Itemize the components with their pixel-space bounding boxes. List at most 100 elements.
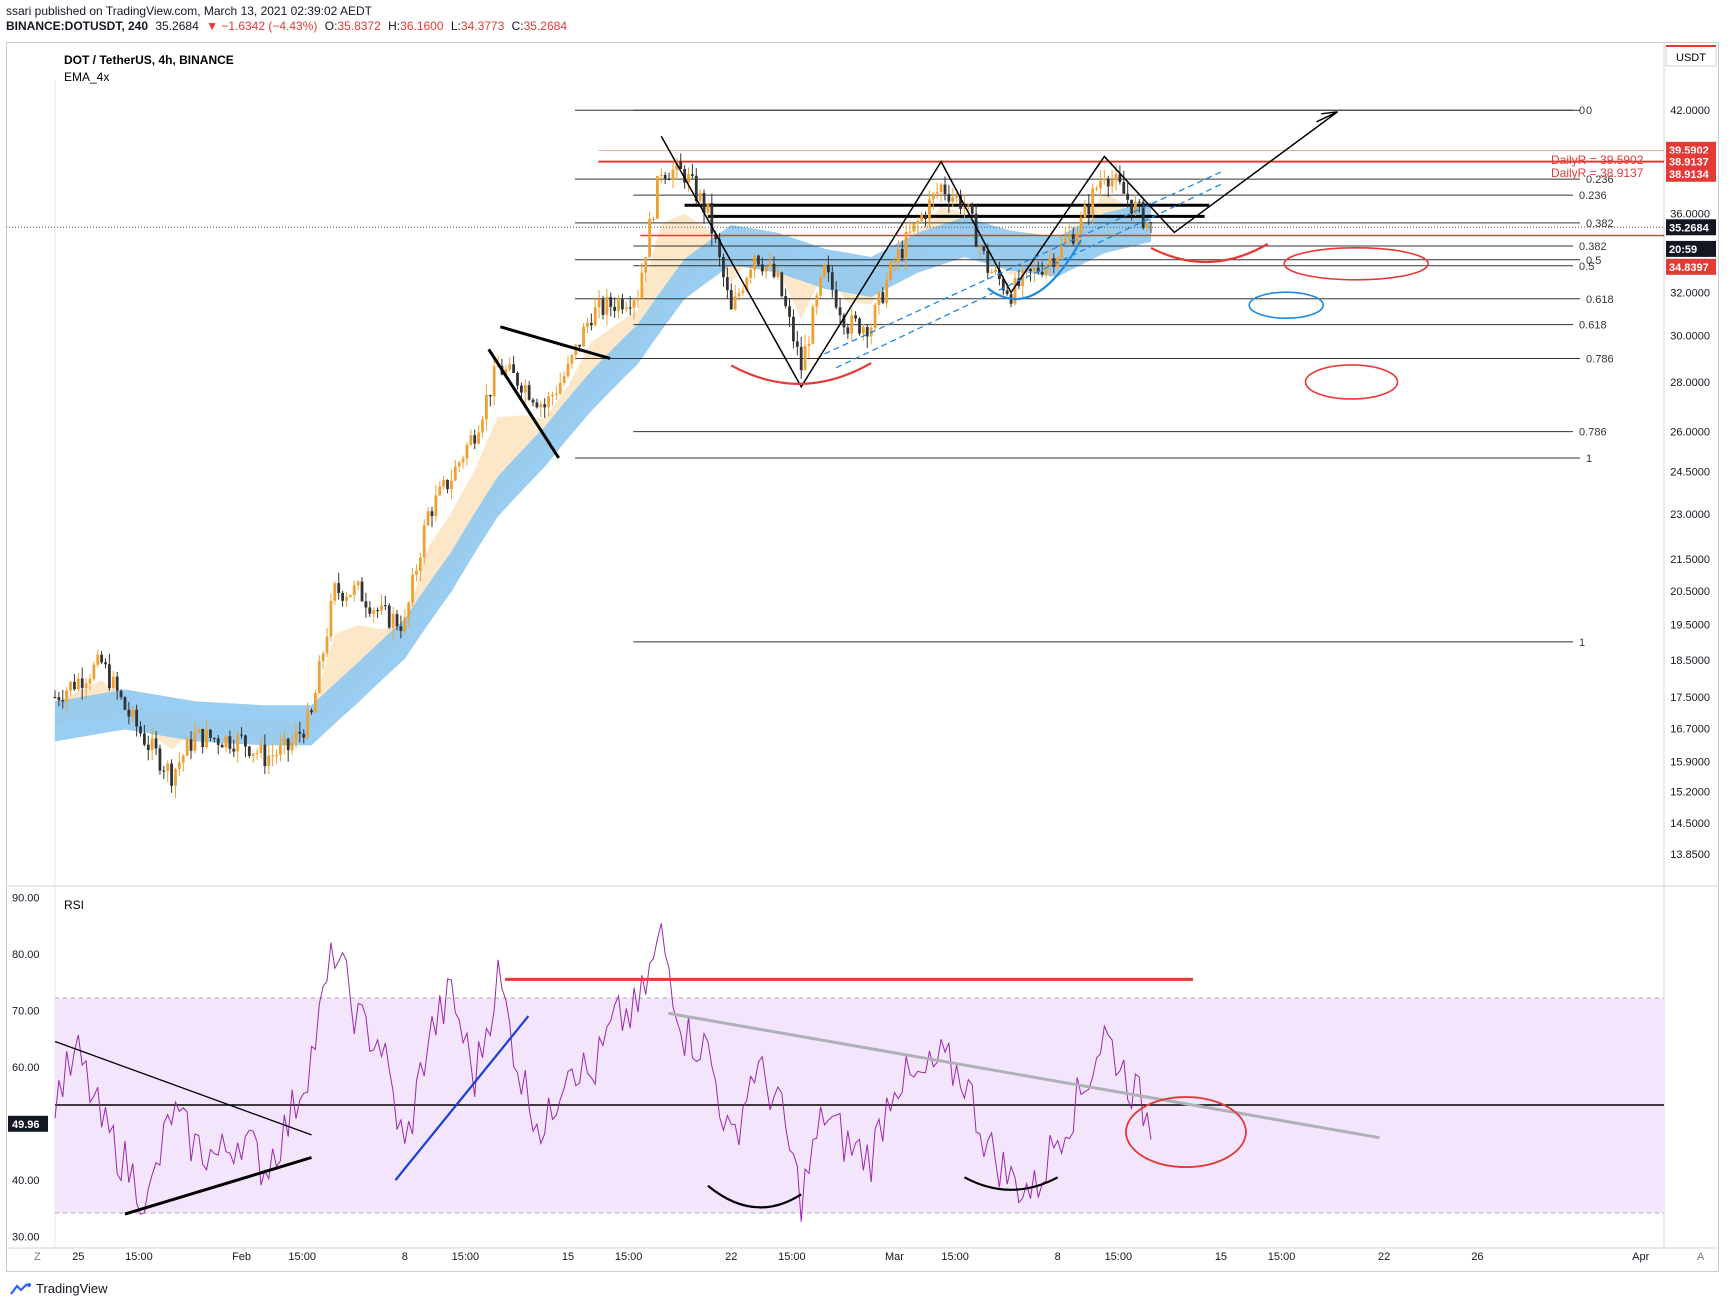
candle-body — [1091, 188, 1095, 215]
red-cup-arc-1 — [730, 362, 872, 385]
legend-title: DOT / TetherUS, 4h, BINANCE — [64, 53, 234, 67]
rsi-legend: RSI — [64, 898, 84, 912]
rsi-asc-trend — [124, 1156, 312, 1216]
high-label: H: — [388, 19, 401, 33]
candle-body — [807, 343, 811, 346]
candle-body — [1099, 180, 1102, 189]
candle-body — [850, 315, 854, 334]
candle-body — [554, 393, 558, 395]
symbol-line: BINANCE:DOTUSDT, 240 — [6, 19, 149, 33]
candle-body — [1110, 180, 1114, 187]
price-tick: 42.0000 — [1670, 105, 1710, 117]
candle-body — [1130, 199, 1133, 214]
candle-body — [772, 263, 776, 277]
candle-body — [1060, 243, 1063, 258]
candle-body — [76, 678, 80, 690]
candle-body — [687, 174, 690, 183]
candle-body — [978, 246, 982, 248]
candle-body — [438, 486, 442, 496]
time-tick: 15:00 — [1268, 1251, 1296, 1263]
candle-body — [834, 289, 838, 308]
fib-a-label-0: 0 — [1586, 105, 1592, 117]
rsi-tick: 80.00 — [12, 949, 40, 961]
candle-body — [209, 729, 212, 738]
channel-line-2 — [835, 183, 1222, 369]
candle-body — [158, 748, 162, 771]
candle-body — [1029, 268, 1032, 272]
rsi-layer — [54, 923, 1380, 1222]
candle-body — [442, 479, 446, 487]
candle-body — [240, 734, 243, 736]
price-tick: 28.0000 — [1670, 377, 1710, 389]
candle-body — [663, 175, 667, 179]
price-tick: 26.0000 — [1670, 427, 1710, 439]
candle-body — [1071, 234, 1075, 244]
time-tick: 15:00 — [778, 1251, 806, 1263]
time-tick: 15:00 — [615, 1251, 643, 1263]
candle-body — [73, 681, 76, 690]
candle-body — [935, 192, 939, 194]
candle-body — [201, 729, 205, 748]
candle-body — [1067, 234, 1071, 239]
time-tick: 8 — [1055, 1251, 1061, 1263]
candle-body — [399, 626, 403, 631]
candle-body — [411, 574, 414, 603]
footer-brand: TradingView — [36, 1281, 108, 1296]
candle-body — [578, 344, 582, 347]
candle-body — [1137, 201, 1141, 203]
candle-body — [457, 462, 461, 467]
candle-body — [446, 479, 449, 490]
candle-body — [931, 193, 935, 200]
blue-circle-0618 — [1248, 291, 1325, 319]
rsi-tick: 70.00 — [12, 1005, 40, 1017]
candle-body — [481, 419, 484, 433]
red-cup-arc-2 — [1150, 243, 1269, 264]
candle-body — [982, 246, 986, 251]
fib-b-label-0: 0 — [1579, 105, 1585, 117]
price-label-bg — [1666, 258, 1716, 275]
candle-body — [757, 255, 760, 265]
candle-body — [943, 184, 947, 195]
candle-body — [259, 744, 263, 753]
candle-body — [368, 607, 372, 614]
candle-body — [142, 733, 146, 745]
candle-body — [970, 204, 974, 214]
candle-body — [391, 614, 395, 628]
red-circle-0618 — [1304, 364, 1399, 400]
candle-body — [504, 369, 508, 375]
candle-body — [1149, 222, 1153, 224]
ema-ribbon-layer — [55, 192, 1151, 750]
footer: TradingView — [10, 1281, 108, 1296]
candle-body — [605, 297, 609, 315]
time-axis-z[interactable]: Z — [34, 1251, 41, 1263]
candle-body — [656, 176, 659, 219]
candle-body — [1001, 279, 1005, 291]
time-tick: 15 — [1215, 1251, 1227, 1263]
price-tick: 21.5000 — [1670, 554, 1710, 566]
rsi-current-label: 49.96 — [12, 1119, 40, 1131]
candle-body — [916, 221, 920, 224]
candle-body — [496, 366, 500, 368]
candle-body — [830, 272, 834, 290]
close-label: C: — [511, 19, 524, 33]
candle-body — [523, 385, 527, 393]
candle-body — [360, 581, 364, 602]
price-tick: 19.5000 — [1670, 619, 1710, 631]
legend-indicator: EMA_4x — [64, 70, 109, 84]
candle-body — [317, 661, 321, 694]
candle-body — [53, 697, 57, 699]
candle-body — [679, 161, 683, 170]
time-axis-a[interactable]: A — [1697, 1251, 1705, 1263]
candle-body — [484, 394, 488, 420]
candle-body — [174, 769, 177, 786]
time-tick: 15:00 — [125, 1251, 153, 1263]
candle-body — [803, 345, 807, 371]
candle-body — [282, 738, 286, 745]
red-circle-0382 — [1283, 246, 1429, 281]
candle-body — [154, 738, 158, 749]
candle-body — [570, 355, 574, 364]
candle-body — [624, 307, 628, 310]
candle-body — [403, 617, 407, 631]
candle-body — [1134, 201, 1137, 214]
